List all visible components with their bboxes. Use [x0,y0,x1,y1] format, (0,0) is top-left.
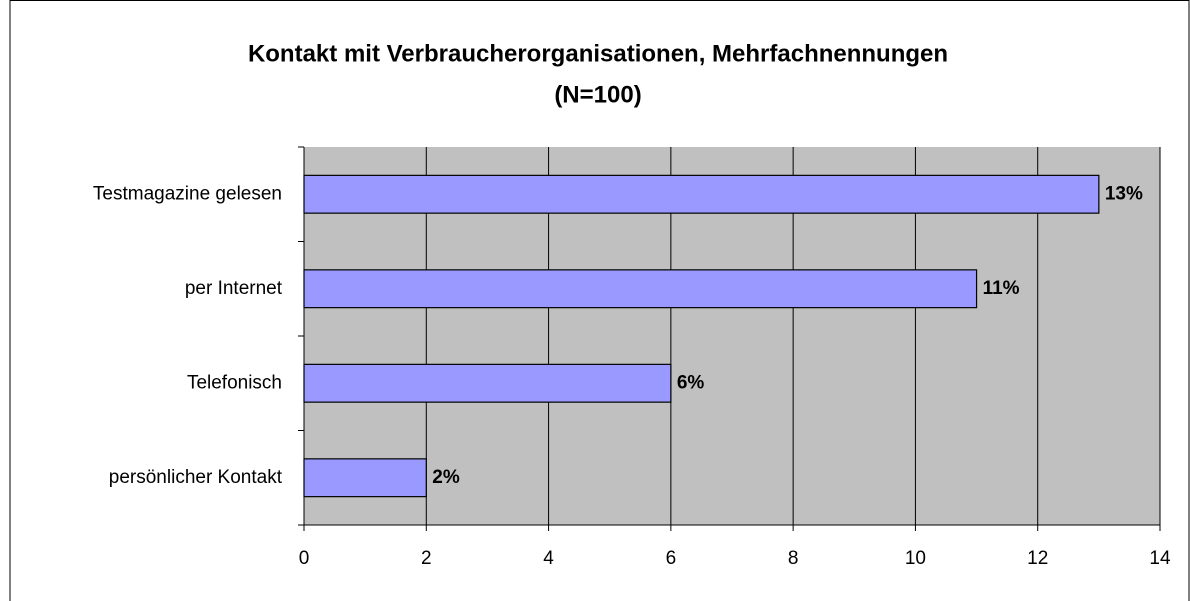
y-tick-label: Testmagazine gelesen [93,183,282,204]
data-label: 6% [677,372,705,393]
data-label: 2% [432,467,460,488]
x-tick-label: 2 [421,548,432,569]
x-tick-label: 14 [1149,548,1171,569]
chart-title: (N=100) [554,81,641,108]
x-tick-label: 8 [788,548,799,569]
x-tick-label: 12 [1027,548,1048,569]
bar [303,174,1100,214]
y-tick-label: Telefonisch [187,372,282,393]
y-tick-label: per Internet [185,278,283,299]
data-label: 11% [983,278,1020,299]
x-tick-label: 6 [666,548,677,569]
x-tick-label: 0 [299,548,310,569]
bar [303,269,978,309]
chart-title: Kontakt mit Verbraucherorganisationen, M… [248,40,948,67]
bar [303,458,427,498]
bar [303,363,672,403]
x-tick-label: 4 [543,548,554,569]
y-tick-label: persönlicher Kontakt [109,467,283,488]
x-tick-label: 10 [905,548,926,569]
data-label: 13% [1105,183,1143,204]
